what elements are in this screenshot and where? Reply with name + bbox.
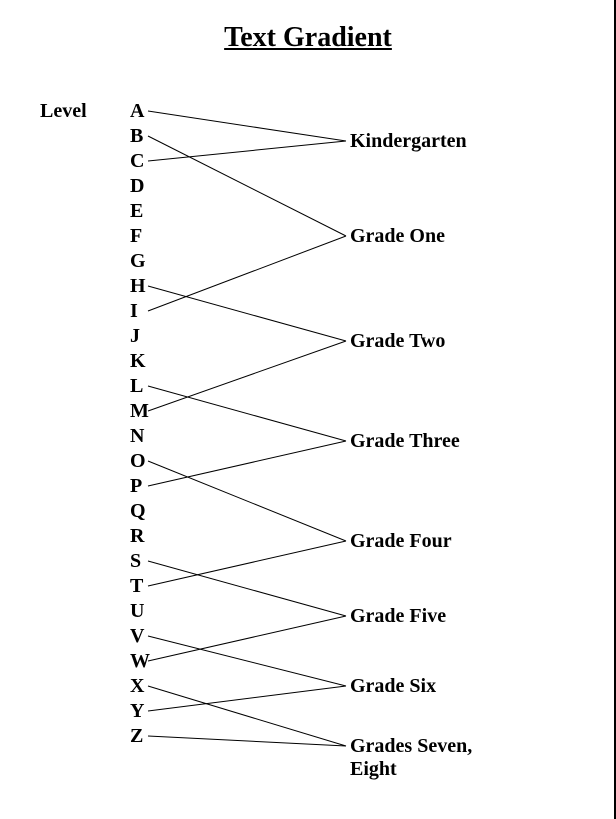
letter-X: X — [130, 675, 144, 698]
edge-W-grade-five — [148, 616, 346, 661]
letter-W: W — [130, 650, 150, 673]
level-heading: Level — [40, 100, 87, 123]
grade-grade-five: Grade Five — [350, 605, 446, 628]
letter-I: I — [130, 300, 138, 323]
letter-L: L — [130, 375, 143, 398]
letter-K: K — [130, 350, 146, 373]
edge-O-grade-four — [148, 461, 346, 541]
edge-T-grade-four — [148, 541, 346, 586]
edge-H-grade-two — [148, 286, 346, 341]
letter-N: N — [130, 425, 144, 448]
letter-Y: Y — [130, 700, 144, 723]
letter-D: D — [130, 175, 144, 198]
grade-grade-two: Grade Two — [350, 330, 445, 353]
letter-J: J — [130, 325, 140, 348]
edge-M-grade-two — [148, 341, 346, 411]
grade-grades-seven-eight: Grades Seven,Eight — [350, 735, 472, 781]
letter-A: A — [130, 100, 144, 123]
edge-Z-grades-seven-eight — [148, 736, 346, 746]
letter-M: M — [130, 400, 149, 423]
edge-Y-grade-six — [148, 686, 346, 711]
edge-B-grade-one — [148, 136, 346, 236]
letter-C: C — [130, 150, 144, 173]
letter-S: S — [130, 550, 141, 573]
grade-grade-one: Grade One — [350, 225, 445, 248]
letter-G: G — [130, 250, 146, 273]
letter-F: F — [130, 225, 142, 248]
grade-grade-four: Grade Four — [350, 530, 452, 553]
edge-X-grades-seven-eight — [148, 686, 346, 746]
grade-grade-six: Grade Six — [350, 675, 436, 698]
letter-E: E — [130, 200, 143, 223]
grade-grade-three: Grade Three — [350, 430, 460, 453]
edge-V-grade-six — [148, 636, 346, 686]
letter-B: B — [130, 125, 143, 148]
diagram-title: Text Gradient — [0, 22, 616, 54]
letter-T: T — [130, 575, 143, 598]
letter-O: O — [130, 450, 146, 473]
letter-U: U — [130, 600, 144, 623]
letter-V: V — [130, 625, 144, 648]
edge-A-kindergarten — [148, 111, 346, 141]
edge-C-kindergarten — [148, 141, 346, 161]
letter-R: R — [130, 525, 144, 548]
grade-kindergarten: Kindergarten — [350, 130, 467, 153]
edge-L-grade-three — [148, 386, 346, 441]
letter-H: H — [130, 275, 146, 298]
letter-P: P — [130, 475, 142, 498]
edge-S-grade-five — [148, 561, 346, 616]
edge-I-grade-one — [148, 236, 346, 311]
letter-Z: Z — [130, 725, 143, 748]
connection-lines — [0, 0, 616, 819]
letter-Q: Q — [130, 500, 146, 523]
edge-P-grade-three — [148, 441, 346, 486]
